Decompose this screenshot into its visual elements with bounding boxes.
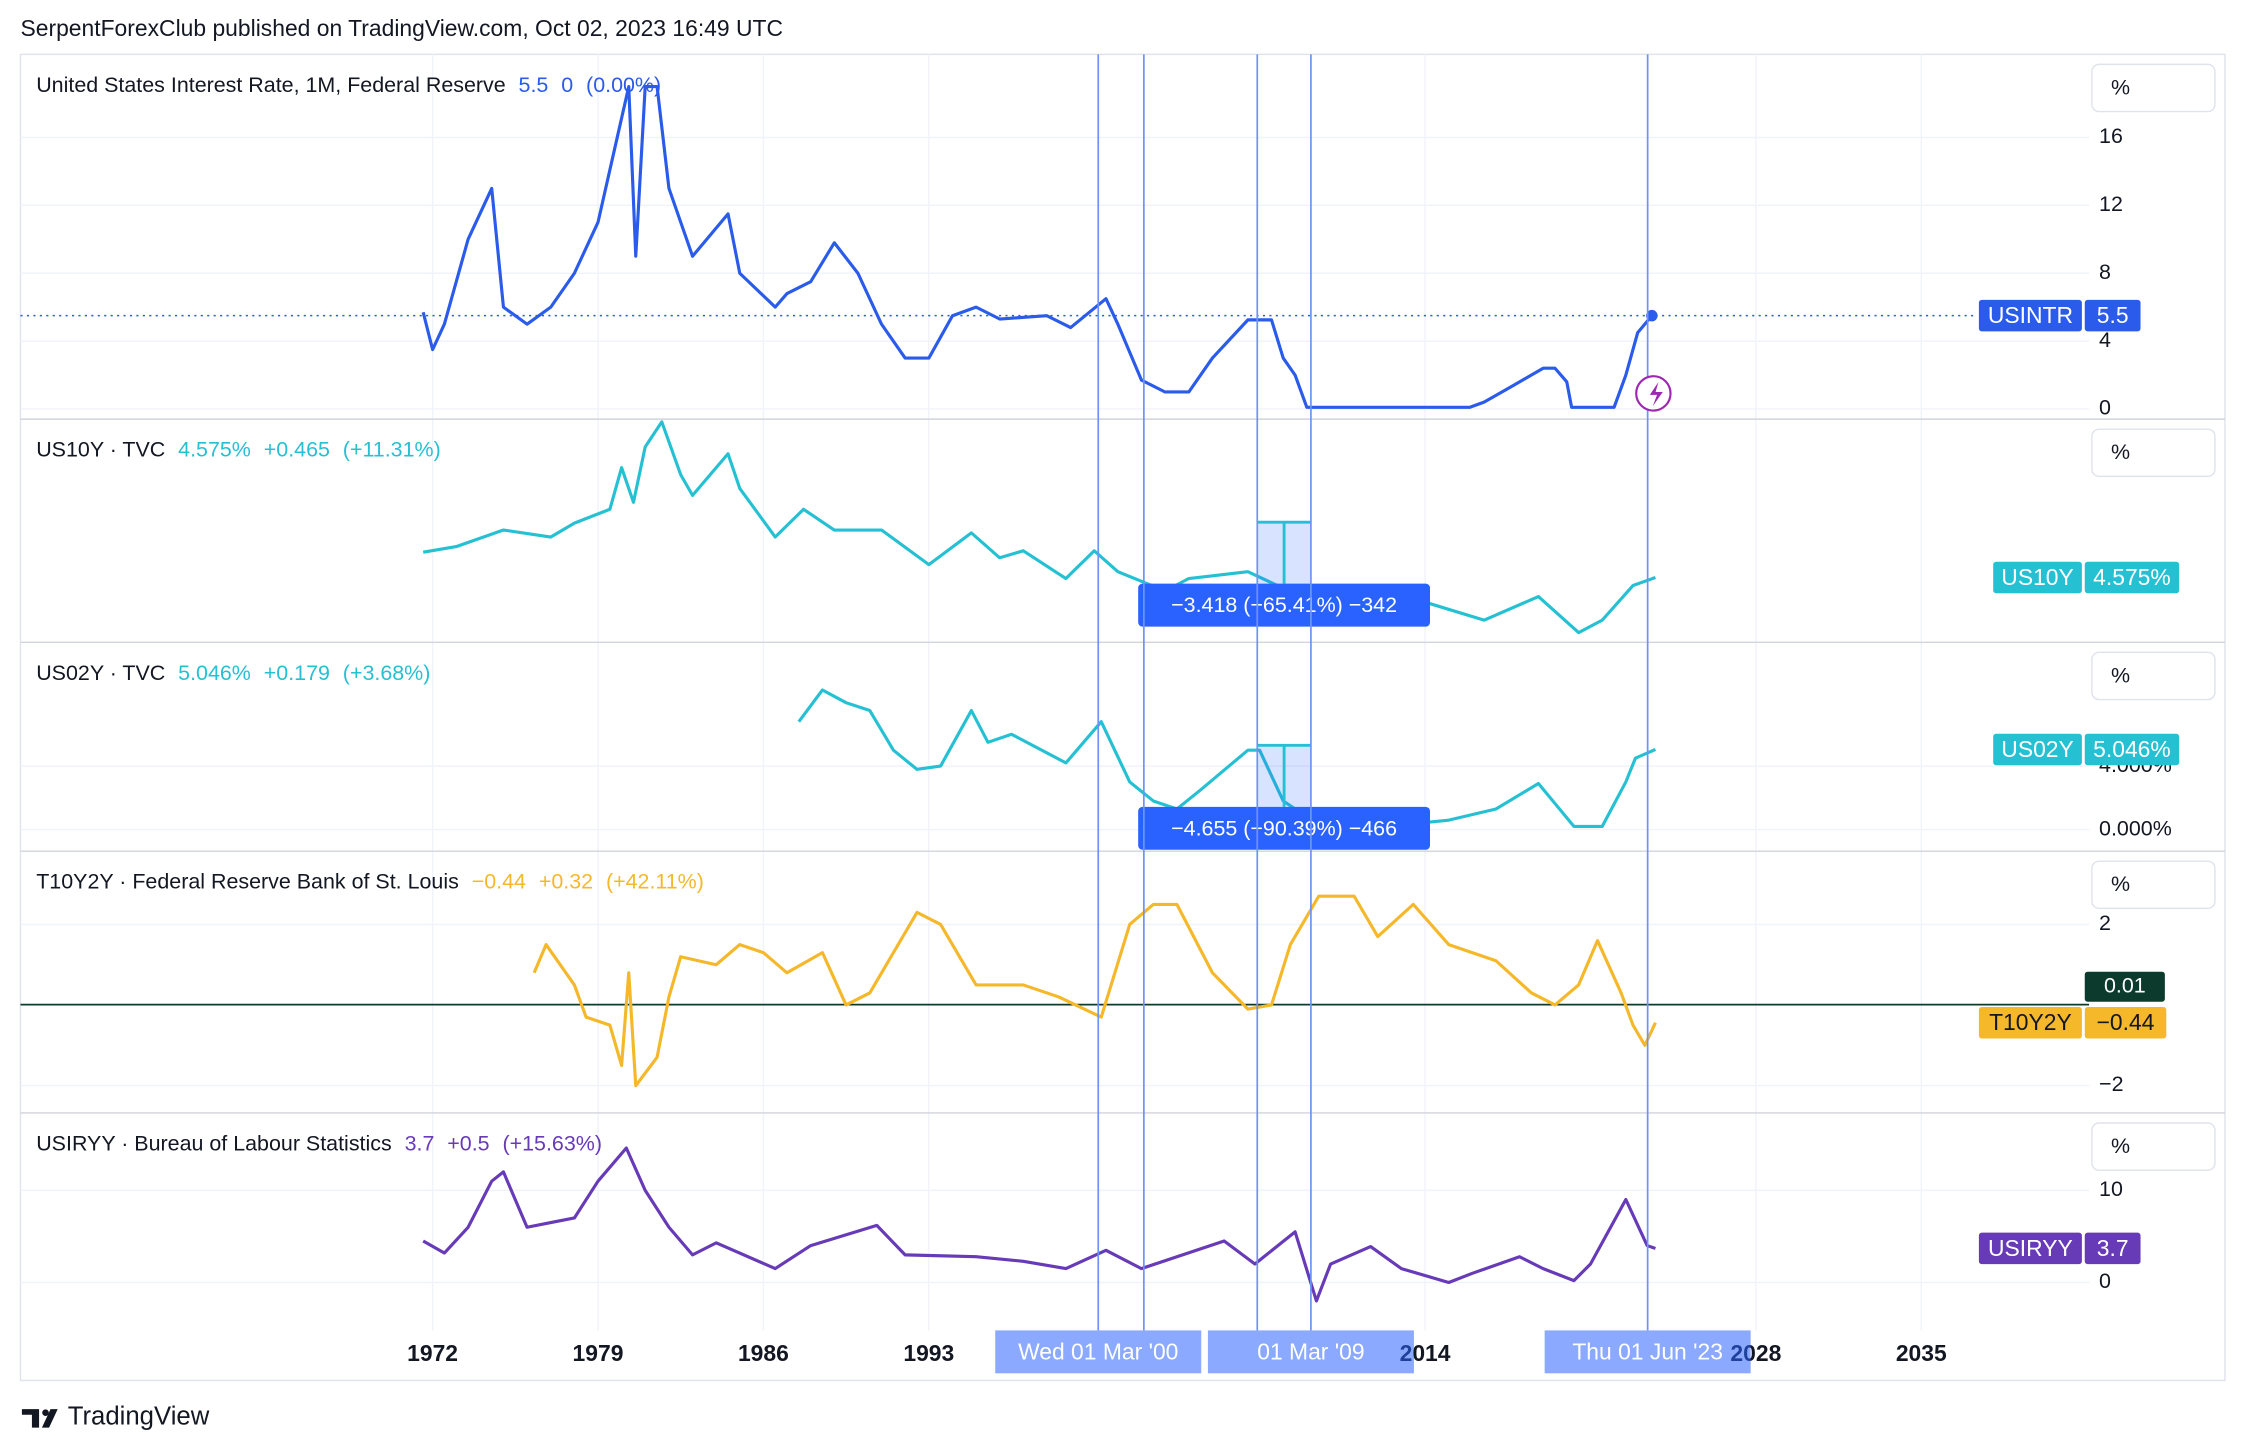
y-tick-label: 16	[2099, 124, 2123, 148]
y-tick-label: 0.000%	[2099, 816, 2172, 840]
legend-value: 5.046%	[178, 660, 251, 684]
measure-box	[1138, 583, 1431, 627]
pane-title: US10Y · TVC	[36, 437, 165, 461]
frame	[19, 53, 2226, 1382]
symbol-tag-label: US02Y	[2001, 736, 2073, 762]
alert-bolt	[1649, 381, 1663, 407]
y-tick-label: 4	[2099, 328, 2111, 352]
legend-value: (+42.11%)	[606, 869, 704, 893]
footer-brand: TradingView	[68, 1402, 210, 1430]
pane-legend: US02Y · TVC 5.046% +0.179 (+3.68%)	[36, 660, 430, 684]
symbol-tag	[1993, 733, 2082, 766]
y-tick-label: 2	[2099, 911, 2111, 935]
value-tag-label: 5.5	[2097, 302, 2129, 328]
pane-title: United States Interest Rate, 1M, Federal…	[36, 73, 505, 97]
value-tag-label: −0.44	[2097, 1009, 2155, 1035]
legend-value: 5.5	[519, 73, 549, 97]
legend-value: +0.465	[264, 437, 330, 461]
x-tick-label: 1972	[407, 1340, 458, 1366]
series-line	[797, 688, 1657, 828]
date-tag-label: 01 Mar '09	[1257, 1338, 1364, 1364]
symbol-tag	[1978, 1232, 2082, 1265]
scale-mode-label: %	[2111, 872, 2130, 896]
x-tick-label: 1993	[903, 1340, 954, 1366]
legend-value: +0.179	[264, 660, 330, 684]
y-tick-label: 0	[2099, 396, 2111, 420]
value-tag	[2084, 561, 2180, 594]
x-tick-label: 1979	[573, 1340, 624, 1366]
series-line	[421, 84, 1654, 409]
value-tag	[2084, 299, 2141, 332]
series-line	[422, 1146, 1656, 1303]
scale-mode-button	[2091, 651, 2216, 701]
pane-title: USIRYY · Bureau of Labour Statistics	[36, 1131, 392, 1155]
date-tag-label: Wed 01 Mar '00	[1018, 1338, 1178, 1364]
legend-value: 4.575%	[178, 437, 251, 461]
series-line	[532, 894, 1657, 1088]
publisher-header: SerpentForexClub published on TradingVie…	[20, 15, 783, 41]
date-tag	[995, 1330, 1202, 1374]
plot-layer: 1972 1979 1986 1993 2014 2028 20350481216%USIN…	[20, 54, 2225, 1374]
value-tag	[2084, 1007, 2167, 1039]
symbol-tag	[1978, 1007, 2082, 1039]
value-tag	[2084, 733, 2180, 766]
scale-mode-button	[2091, 1122, 2216, 1171]
y-tick-label: 8	[2099, 260, 2111, 284]
date-tag	[1544, 1330, 1751, 1374]
pane-legend: T10Y2Y · Federal Reserve Bank of St. Lou…	[36, 869, 704, 893]
y-tick-label: −2	[2099, 1072, 2123, 1096]
scale-mode-button	[2091, 428, 2216, 478]
value-tag	[2084, 1232, 2141, 1265]
legend-value: 0	[561, 73, 573, 97]
legend-value: −0.44	[472, 869, 526, 893]
crosshair-tag	[2084, 971, 2165, 1002]
legend-value: 3.7	[405, 1131, 435, 1155]
value-tag-label: 4.575%	[2093, 564, 2171, 590]
symbol-tag-label: USINTR	[1988, 302, 2073, 328]
measure-label: −4.655 (−90.39%) −466	[1171, 816, 1397, 840]
pane-title: US02Y · TVC	[36, 660, 165, 684]
last-point	[1646, 309, 1658, 322]
pane-legend: USIRYY · Bureau of Labour Statistics 3.7 +…	[36, 1131, 602, 1155]
legend-value: +0.5	[447, 1131, 489, 1155]
legend-value: (0.00%)	[586, 73, 661, 97]
legend-value: (+11.31%)	[343, 437, 441, 461]
scale-mode-label: %	[2111, 75, 2130, 99]
y-tick-label: 0	[2099, 1269, 2111, 1293]
scale-mode-label: %	[2111, 440, 2130, 464]
y-tick-label: 10	[2099, 1177, 2123, 1201]
pane-legend: United States Interest Rate, 1M, Federal…	[36, 73, 661, 97]
crosshair-tag-label: 0.01	[2104, 973, 2146, 997]
legend-value: +0.32	[539, 869, 593, 893]
pane-title: T10Y2Y · Federal Reserve Bank of St. Lou…	[36, 869, 459, 893]
x-tick-label: 1986	[738, 1340, 789, 1366]
scale-mode-button	[2091, 63, 2216, 113]
logo	[21, 1409, 58, 1428]
scale-mode-label: %	[2111, 663, 2130, 687]
symbol-tag-label: US10Y	[2001, 564, 2073, 590]
date-tag-label: Thu 01 Jun '23	[1572, 1338, 1723, 1364]
scale-mode-button	[2091, 860, 2216, 910]
pane-legend: US10Y · TVC 4.575% +0.465 (+11.31%)	[36, 437, 441, 461]
symbol-tag	[1978, 299, 2082, 332]
symbol-tag	[1993, 561, 2082, 594]
legend-value: (+3.68%)	[343, 660, 431, 684]
legend-value: (+15.63%)	[502, 1131, 602, 1155]
y-tick-label: 12	[2099, 192, 2123, 216]
date-tag	[1207, 1330, 1414, 1374]
measure-box	[1138, 806, 1431, 850]
measure-label: −3.418 (−65.41%) −342	[1171, 593, 1397, 617]
scale-mode-label: %	[2111, 1134, 2130, 1158]
value-tag-label: 3.7	[2097, 1235, 2129, 1261]
symbol-tag-label: T10Y2Y	[1989, 1009, 2072, 1035]
symbol-tag-label: USIRYY	[1988, 1235, 2073, 1261]
value-tag-label: 5.046%	[2093, 736, 2171, 762]
x-tick-label: 2035	[1896, 1340, 1947, 1366]
